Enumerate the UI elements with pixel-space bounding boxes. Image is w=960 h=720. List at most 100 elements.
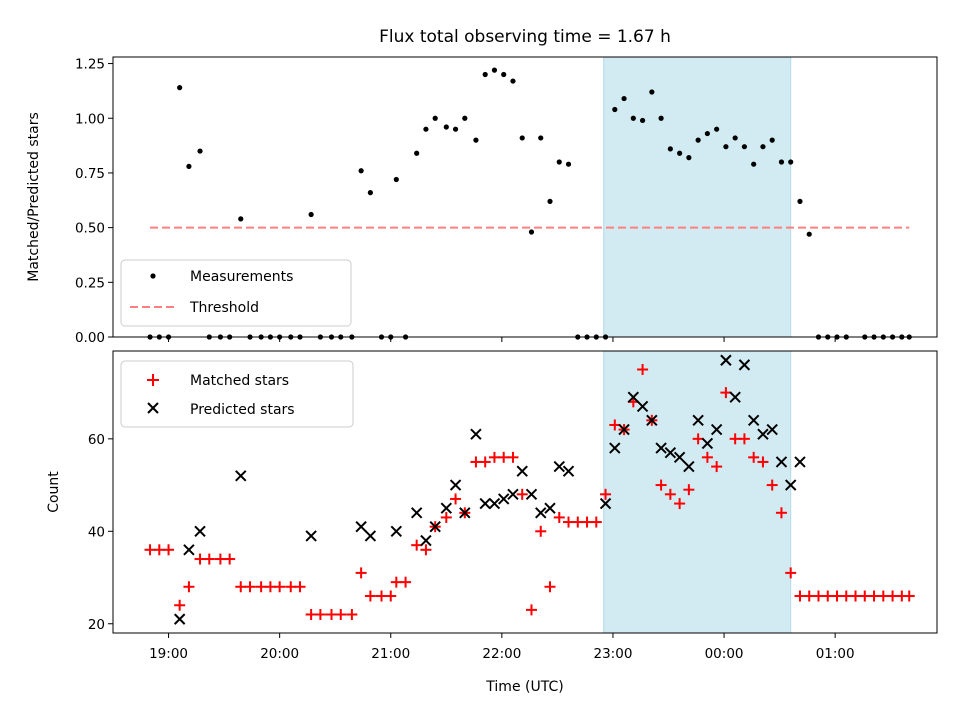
x-axis-label: Time (UTC) bbox=[485, 679, 563, 695]
measurement-point bbox=[723, 144, 729, 150]
top-y-tick-label: 1.25 bbox=[75, 57, 105, 73]
matched-star-point bbox=[868, 590, 880, 602]
measurement-point bbox=[238, 216, 244, 222]
predicted-star-point bbox=[488, 497, 501, 510]
matched-star-point bbox=[525, 604, 537, 616]
measurement-point bbox=[797, 198, 803, 204]
matched-star-point bbox=[346, 609, 358, 621]
predicted-star-point bbox=[235, 470, 247, 482]
predicted-star-point bbox=[364, 530, 377, 542]
predicted-star-point bbox=[599, 497, 612, 510]
legend-label-matched: Matched stars bbox=[190, 373, 289, 389]
predicted-star-point bbox=[194, 525, 206, 538]
legend-marker-measurements bbox=[150, 273, 156, 279]
matched-star-point bbox=[850, 590, 862, 602]
x-tick-label: 19:00 bbox=[149, 646, 188, 662]
matched-star-point bbox=[305, 609, 317, 621]
bottom-y-axis-label: Count bbox=[46, 471, 62, 513]
measurement-point bbox=[519, 135, 525, 141]
measurement-point bbox=[760, 144, 766, 150]
measurement-point bbox=[704, 130, 710, 137]
measurement-point bbox=[612, 106, 618, 113]
matched-star-point bbox=[264, 581, 276, 593]
predicted-star-point bbox=[664, 446, 677, 459]
legend-label-predicted: Predicted stars bbox=[190, 402, 295, 418]
measurement-point bbox=[751, 161, 757, 167]
measurement-point bbox=[452, 126, 459, 132]
predicted-star-point bbox=[440, 502, 453, 514]
measurement-point bbox=[741, 144, 748, 150]
measurement-point bbox=[806, 231, 812, 237]
matched-star-point bbox=[470, 456, 482, 468]
measurement-point bbox=[556, 159, 562, 165]
matched-star-point bbox=[637, 363, 649, 375]
predicted-star-point bbox=[729, 391, 741, 403]
matched-star-point bbox=[375, 590, 387, 602]
matched-star-point bbox=[235, 581, 247, 593]
predicted-star-point bbox=[479, 497, 491, 510]
measurement-point bbox=[473, 137, 479, 143]
measurement-point bbox=[186, 163, 192, 169]
matched-star-point bbox=[516, 488, 528, 500]
matched-star-point bbox=[163, 544, 175, 556]
measurement-point bbox=[432, 115, 438, 121]
predicted-star-point bbox=[525, 488, 538, 501]
measurement-point bbox=[197, 148, 203, 154]
measurement-point bbox=[649, 89, 655, 95]
matched-star-point bbox=[701, 451, 713, 463]
matched-star-point bbox=[738, 433, 750, 445]
predicted-star-point bbox=[535, 507, 547, 519]
matched-star-point bbox=[903, 590, 915, 602]
matched-star-point bbox=[590, 516, 602, 528]
chart-title: Flux total observing time = 1.67 h bbox=[379, 27, 671, 47]
matched-star-point bbox=[224, 553, 236, 565]
matched-star-point bbox=[194, 553, 206, 565]
predicted-star-point bbox=[655, 442, 667, 454]
x-tick-label: 22:00 bbox=[482, 646, 521, 662]
matched-star-point bbox=[544, 581, 556, 593]
matched-star-point bbox=[711, 461, 723, 473]
x-tick-label: 23:00 bbox=[594, 646, 633, 662]
predicted-star-point bbox=[646, 414, 658, 427]
measurement-point bbox=[667, 146, 673, 152]
matched-star-point bbox=[812, 590, 824, 602]
predicted-star-point bbox=[410, 507, 423, 519]
top-y-tick-label: 0.50 bbox=[75, 221, 105, 237]
matched-star-point bbox=[563, 516, 575, 528]
matched-star-point bbox=[440, 511, 452, 523]
matched-star-point bbox=[840, 590, 852, 602]
measurement-point bbox=[423, 126, 429, 132]
predicted-star-point bbox=[673, 451, 686, 464]
predicted-star-point bbox=[692, 414, 704, 427]
predicted-star-point bbox=[636, 400, 649, 413]
measurement-point bbox=[367, 190, 373, 196]
measurement-point bbox=[714, 126, 720, 132]
matched-star-point bbox=[507, 451, 519, 463]
matched-star-point bbox=[887, 590, 899, 602]
predicted-star-point bbox=[701, 437, 714, 450]
matched-star-point bbox=[255, 581, 267, 593]
matched-star-point bbox=[244, 581, 256, 593]
legend-label-measurements: Measurements bbox=[190, 269, 293, 285]
predicted-star-point bbox=[390, 525, 403, 538]
measurement-point bbox=[308, 211, 314, 218]
matched-star-point bbox=[274, 581, 286, 593]
top-observing-window bbox=[603, 56, 792, 338]
predicted-star-point bbox=[710, 423, 723, 436]
matched-star-point bbox=[325, 609, 337, 621]
bottom-y-tick-label: 20 bbox=[88, 617, 105, 633]
measurement-point bbox=[639, 117, 646, 124]
predicted-star-point bbox=[766, 423, 778, 436]
measurement-point bbox=[686, 155, 692, 161]
predicted-star-point bbox=[355, 520, 367, 533]
matched-star-point bbox=[766, 479, 778, 491]
matched-star-point bbox=[203, 553, 215, 565]
matched-star-point bbox=[420, 544, 432, 556]
predicted-star-point bbox=[183, 544, 195, 556]
predicted-star-point bbox=[609, 442, 621, 454]
matched-star-point bbox=[757, 456, 769, 468]
measurement-point bbox=[393, 176, 399, 183]
matched-star-point bbox=[314, 609, 326, 621]
matched-star-point bbox=[692, 433, 704, 445]
